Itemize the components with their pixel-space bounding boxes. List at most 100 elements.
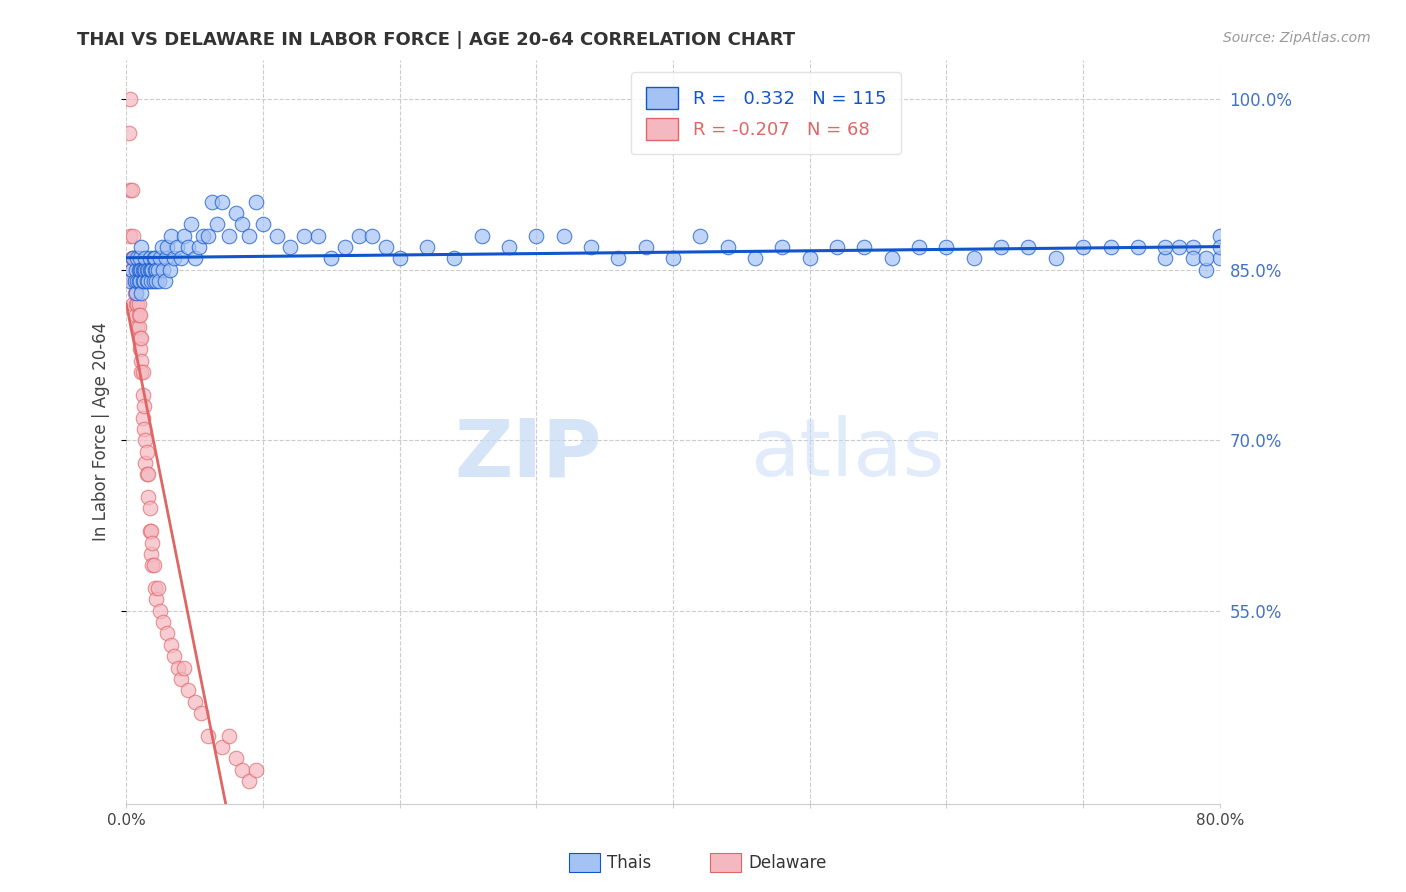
Point <box>122 274 145 288</box>
Point <box>416 240 439 254</box>
Point <box>180 218 202 232</box>
Point <box>218 228 240 243</box>
Text: ZIP: ZIP <box>454 415 602 493</box>
Point <box>131 240 153 254</box>
Point <box>1099 240 1122 254</box>
Point <box>132 262 155 277</box>
Point <box>190 706 212 720</box>
Point <box>191 228 214 243</box>
Point <box>125 262 148 277</box>
Point <box>333 240 356 254</box>
Point <box>122 252 145 266</box>
Point <box>1181 252 1204 266</box>
Point <box>245 194 267 209</box>
Point <box>443 252 465 266</box>
Point <box>127 252 149 266</box>
Point <box>142 558 165 573</box>
Point <box>131 285 153 300</box>
Point <box>125 285 148 300</box>
Point <box>138 262 160 277</box>
Point <box>307 228 329 243</box>
Point <box>120 92 142 106</box>
Text: Delaware: Delaware <box>748 854 827 871</box>
Point <box>375 240 398 254</box>
Point <box>1045 252 1067 266</box>
Point <box>122 252 145 266</box>
Point <box>152 262 174 277</box>
Point <box>990 240 1012 254</box>
Point <box>142 252 165 266</box>
Point <box>388 252 411 266</box>
Point <box>125 308 148 322</box>
Point <box>155 252 177 266</box>
Point <box>166 240 188 254</box>
Point <box>132 399 155 413</box>
Point <box>124 274 146 288</box>
Point <box>278 240 301 254</box>
Point <box>1181 240 1204 254</box>
Point <box>146 262 169 277</box>
Point <box>935 240 957 254</box>
Point <box>141 262 163 277</box>
Point <box>124 285 146 300</box>
Point <box>127 274 149 288</box>
Point <box>634 240 657 254</box>
Point <box>131 365 153 379</box>
Point <box>136 262 159 277</box>
Point <box>138 252 160 266</box>
Point <box>131 353 153 368</box>
Point <box>134 252 156 266</box>
Point <box>128 308 150 322</box>
Point <box>128 297 150 311</box>
Point <box>252 218 274 232</box>
Point <box>197 228 219 243</box>
Point <box>141 558 163 573</box>
Point <box>238 774 260 789</box>
Point <box>218 729 240 743</box>
Point <box>1154 240 1177 254</box>
Point <box>121 183 143 197</box>
Point <box>142 274 165 288</box>
Point <box>135 444 157 458</box>
Point <box>238 228 260 243</box>
Point <box>498 240 520 254</box>
Point <box>1195 262 1218 277</box>
Point <box>136 490 159 504</box>
Point <box>152 615 174 629</box>
Point <box>187 240 209 254</box>
Point <box>471 228 494 243</box>
Point <box>145 262 167 277</box>
Point <box>159 262 181 277</box>
Point <box>173 660 195 674</box>
Point <box>177 240 200 254</box>
Point <box>1209 240 1232 254</box>
Point <box>139 262 162 277</box>
Point <box>825 240 848 254</box>
Point <box>173 228 195 243</box>
Text: Source: ZipAtlas.com: Source: ZipAtlas.com <box>1223 31 1371 45</box>
Point <box>127 274 149 288</box>
Point <box>135 274 157 288</box>
Point <box>139 524 162 539</box>
Point <box>128 319 150 334</box>
Legend: R =   0.332   N = 115, R = -0.207   N = 68: R = 0.332 N = 115, R = -0.207 N = 68 <box>631 72 901 154</box>
Point <box>167 660 190 674</box>
Point <box>145 592 167 607</box>
Point <box>124 252 146 266</box>
Point <box>347 228 370 243</box>
Point <box>1195 252 1218 266</box>
Point <box>963 252 986 266</box>
Point <box>134 456 156 470</box>
Point <box>128 262 150 277</box>
Point <box>1071 240 1094 254</box>
Point <box>141 535 163 549</box>
Point <box>135 262 157 277</box>
Point <box>153 274 176 288</box>
Point <box>138 501 160 516</box>
Point <box>156 626 179 640</box>
Text: atlas: atlas <box>749 415 943 493</box>
Point <box>134 434 156 448</box>
Point <box>231 763 253 777</box>
Point <box>138 524 160 539</box>
Point <box>129 262 152 277</box>
